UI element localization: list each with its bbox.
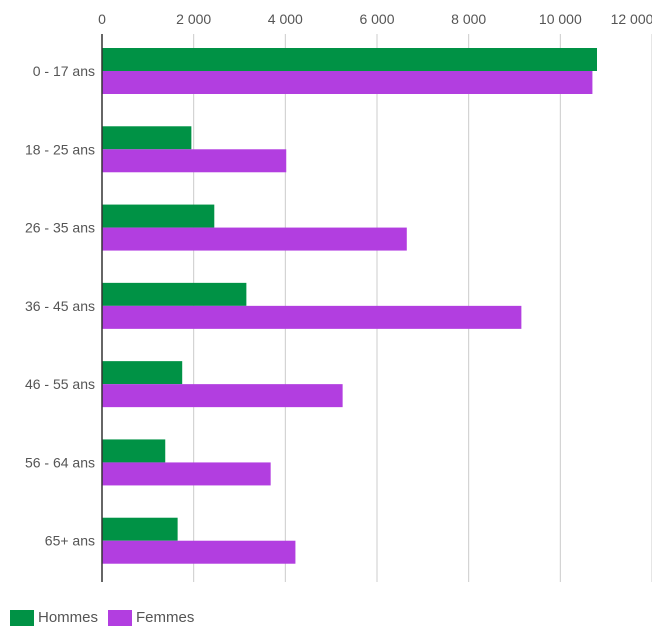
x-tick-label: 0 (98, 11, 106, 27)
bar-femmes[interactable] (102, 305, 522, 329)
legend-item-femmes[interactable]: Femmes (108, 609, 194, 626)
bar-femmes[interactable] (102, 540, 296, 564)
bar-hommes[interactable] (102, 361, 183, 385)
x-tick-label: 2 000 (176, 11, 211, 27)
x-tick-label: 8 000 (451, 11, 486, 27)
bar-femmes[interactable] (102, 384, 343, 408)
category-label: 36 - 45 ans (25, 298, 95, 314)
x-tick-label: 6 000 (359, 11, 394, 27)
x-axis-ticks: 0 2 000 4 000 6 000 8 000 10 000 12 000 (98, 11, 652, 27)
legend-item-hommes[interactable]: Hommes (10, 609, 98, 626)
category-label: 0 - 17 ans (33, 63, 95, 79)
category-label: 56 - 64 ans (25, 454, 95, 470)
legend: Hommes Femmes (10, 609, 204, 626)
y-axis-categories: 0 - 17 ans 18 - 25 ans 26 - 35 ans 36 - 45 … (25, 63, 95, 549)
bar-femmes[interactable] (102, 71, 593, 94)
legend-swatch-femmes (108, 609, 133, 626)
category-label: 46 - 55 ans (25, 376, 95, 392)
x-tick-label: 12 000 (611, 11, 652, 27)
bar-femmes[interactable] (102, 149, 287, 173)
bars (102, 48, 597, 564)
legend-label-femmes: Femmes (136, 609, 195, 626)
category-label: 65+ ans (45, 533, 95, 549)
bar-hommes[interactable] (102, 439, 166, 463)
bar-hommes[interactable] (102, 48, 597, 71)
x-tick-label: 4 000 (268, 11, 303, 27)
bar-femmes[interactable] (102, 227, 407, 251)
legend-swatch-hommes (10, 609, 34, 626)
category-label: 18 - 25 ans (25, 141, 95, 157)
category-label: 26 - 35 ans (25, 220, 95, 236)
bar-femmes[interactable] (102, 462, 271, 486)
bar-hommes[interactable] (102, 282, 247, 306)
x-tick-label: 10 000 (539, 11, 582, 27)
legend-label-hommes: Hommes (38, 609, 99, 626)
bar-hommes[interactable] (102, 126, 192, 150)
bar-hommes[interactable] (102, 517, 178, 541)
bar-hommes[interactable] (102, 204, 215, 228)
bar-chart: 0 2 000 4 000 6 000 8 000 10 000 12 000 0 - 17… (25, 11, 652, 582)
